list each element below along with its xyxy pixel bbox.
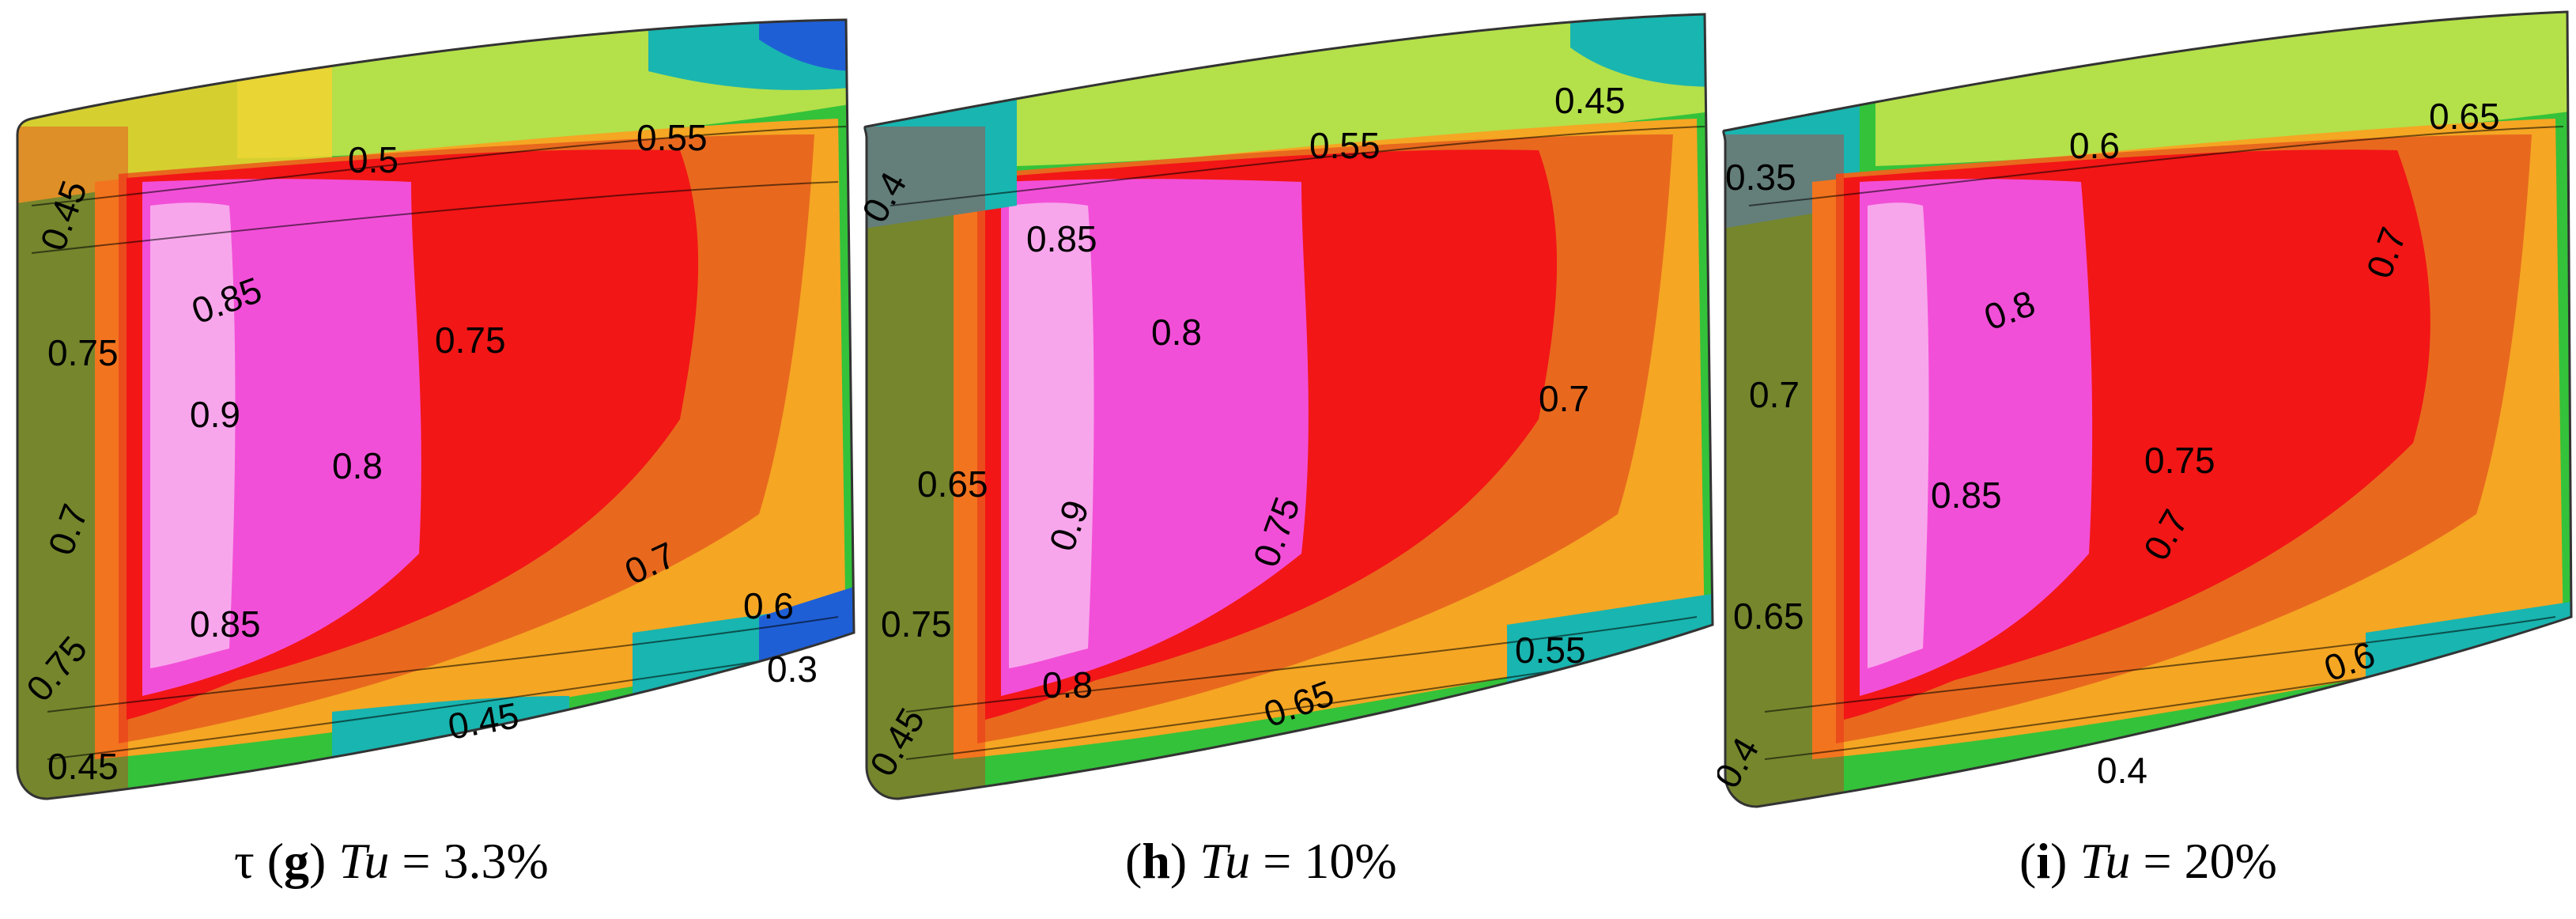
- svg-text:0.75: 0.75: [435, 320, 506, 361]
- svg-text:0.75: 0.75: [47, 332, 119, 373]
- svg-text:0.7: 0.7: [1749, 374, 1800, 415]
- svg-text:0.6: 0.6: [743, 585, 794, 626]
- svg-text:0.85: 0.85: [190, 603, 261, 645]
- contour-plot-g: 0.45 0.5 0.55 0.75 0.85 0.75 0.9 0.8 0.7…: [16, 18, 856, 800]
- svg-text:0.8: 0.8: [1151, 312, 1202, 353]
- svg-text:0.75: 0.75: [2144, 440, 2215, 481]
- svg-text:0.35: 0.35: [1725, 157, 1796, 198]
- caption-tu: Tu: [338, 833, 390, 889]
- svg-text:0.85: 0.85: [1931, 475, 2002, 516]
- svg-text:0.5: 0.5: [348, 139, 398, 180]
- contour-plot-h: 0.4 0.55 0.45 0.85 0.8 0.7 0.65 0.9 0.75…: [859, 13, 1714, 800]
- panel-g: 0.45 0.5 0.55 0.75 0.85 0.75 0.9 0.8 0.7…: [0, 0, 859, 919]
- contour-plot-i: 0.35 0.6 0.65 0.7 0.8 0.7 0.75 0.85 0.7 …: [1717, 10, 2573, 808]
- svg-text:0.6: 0.6: [2069, 125, 2120, 166]
- caption-letter: i: [2036, 833, 2051, 889]
- svg-text:0.3: 0.3: [767, 649, 818, 690]
- svg-text:0.4: 0.4: [2097, 750, 2147, 791]
- caption-symbol: τ: [234, 833, 255, 889]
- svg-text:0.55: 0.55: [636, 117, 708, 158]
- caption-tu: Tu: [1199, 833, 1251, 889]
- svg-text:0.65: 0.65: [2429, 96, 2500, 137]
- svg-text:0.65: 0.65: [1733, 596, 1804, 637]
- caption-value: = 3.3%: [402, 833, 549, 889]
- caption-letter: g: [284, 833, 310, 889]
- svg-text:0.55: 0.55: [1309, 125, 1381, 166]
- svg-text:0.9: 0.9: [190, 394, 240, 435]
- caption-value: = 20%: [2143, 833, 2277, 889]
- svg-text:0.45: 0.45: [47, 746, 119, 787]
- caption-i: (i) Tu = 20%: [2019, 833, 2277, 889]
- caption-h: (h) Tu = 10%: [1125, 833, 1397, 889]
- caption-g: τ (g) Tu = 3.3%: [234, 833, 549, 889]
- svg-text:0.45: 0.45: [1554, 80, 1626, 121]
- caption-letter: h: [1142, 833, 1170, 889]
- svg-text:0.8: 0.8: [332, 445, 383, 486]
- svg-text:0.85: 0.85: [1026, 218, 1097, 259]
- svg-text:0.75: 0.75: [881, 603, 952, 645]
- panel-i: 0.35 0.6 0.65 0.7 0.8 0.7 0.75 0.85 0.7 …: [1717, 0, 2576, 919]
- caption-tu: Tu: [2079, 833, 2131, 889]
- svg-text:0.7: 0.7: [1539, 378, 1589, 419]
- panel-h: 0.4 0.55 0.45 0.85 0.8 0.7 0.65 0.9 0.75…: [859, 0, 1717, 919]
- svg-text:0.55: 0.55: [1515, 630, 1586, 671]
- caption-value: = 10%: [1263, 833, 1397, 889]
- contour-labels-g: 0.45 0.5 0.55 0.75 0.85 0.75 0.9 0.8 0.7…: [18, 117, 818, 787]
- svg-text:0.8: 0.8: [1042, 664, 1093, 705]
- svg-text:0.65: 0.65: [917, 463, 988, 505]
